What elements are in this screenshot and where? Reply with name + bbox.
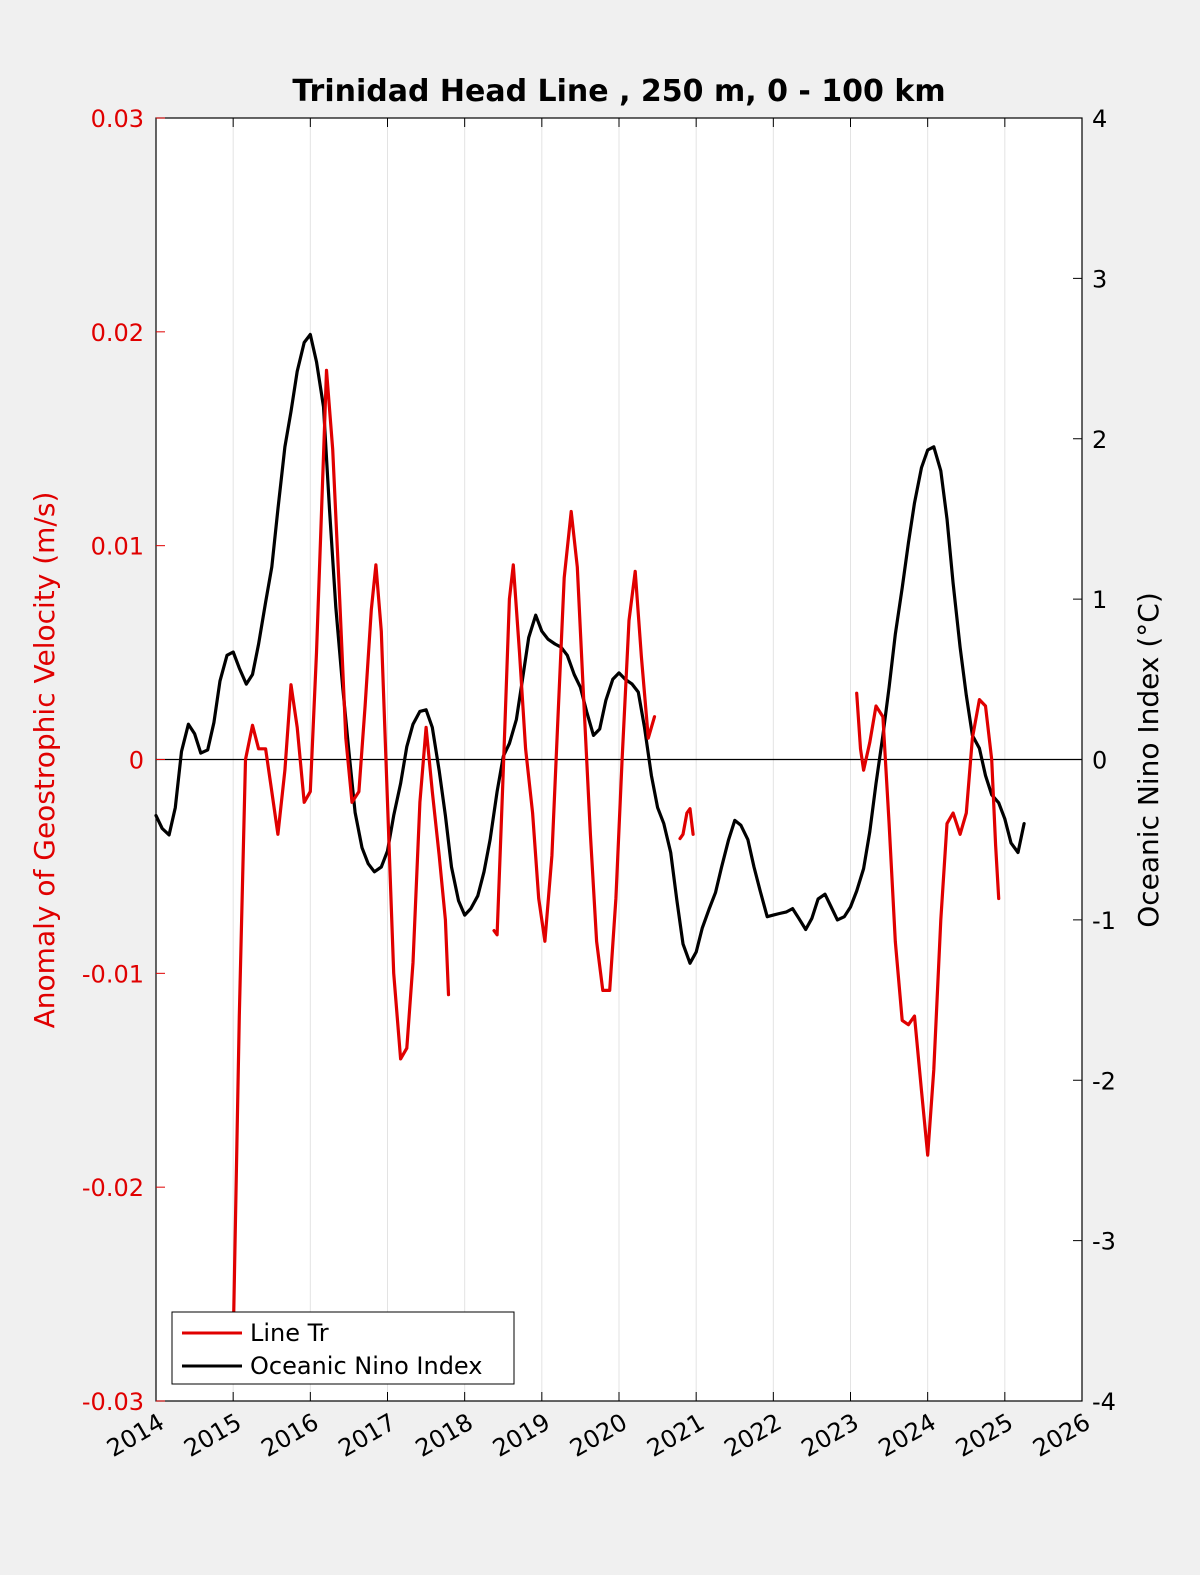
x-tick-label: 2026: [1028, 1408, 1095, 1463]
x-tick-label: 2023: [797, 1408, 864, 1463]
legend-box: [171, 1311, 515, 1385]
y-axis-right-label: Oceanic Nino Index (°C): [1132, 592, 1165, 928]
y-left-tick-label: -0.01: [82, 960, 144, 988]
y-left-tick-label: 0.03: [91, 105, 144, 133]
series-line-line-tr-segment-3: [855, 691, 1001, 1157]
legend-label-line-tr: Line Tr: [250, 1319, 329, 1347]
y-right-tick-label: 2: [1092, 426, 1107, 454]
y-right-tick-label: 4: [1092, 105, 1107, 133]
x-tick-label: 2022: [719, 1408, 786, 1463]
y-left-tick-label: 0: [129, 747, 144, 775]
y-right-tick-label: -2: [1092, 1067, 1116, 1095]
y-right-tick-label: -4: [1092, 1388, 1116, 1416]
x-tick-label: 2020: [565, 1408, 632, 1463]
y-right-tick-label: 0: [1092, 747, 1107, 775]
y-left-tick-label: -0.02: [82, 1174, 144, 1202]
x-tick-label: 2018: [411, 1408, 478, 1463]
legend: Line Tr Oceanic Nino Index: [171, 1311, 515, 1385]
x-tick-label: 2014: [102, 1408, 169, 1463]
y-left-tick-label: 0.02: [91, 319, 144, 347]
y-right-tick-label: -1: [1092, 907, 1116, 935]
series-line-line-tr-segment-1: [492, 509, 657, 993]
x-tick-label: 2025: [951, 1408, 1018, 1463]
chart-title: Trinidad Head Line , 250 m, 0 - 100 km: [292, 74, 945, 109]
x-tick-label: 2015: [179, 1408, 246, 1463]
x-tick-label: 2019: [488, 1408, 555, 1463]
y-right-tick-label: -3: [1092, 1228, 1116, 1256]
series-line-line-tr-segment-2: [678, 807, 695, 841]
y-right-tick-label: 1: [1092, 586, 1107, 614]
x-tick-label: 2021: [642, 1408, 709, 1463]
y-axis-left-label: Anomaly of Geostrophic Velocity (m/s): [28, 492, 61, 1029]
series-line-line-tr-segment-0: [231, 368, 451, 1343]
x-tick-label: 2017: [334, 1408, 401, 1463]
y-left-tick-label: -0.03: [82, 1388, 144, 1416]
series-layer: [154, 332, 1026, 1343]
series-line-oceanic-nino-index-segment-0: [154, 332, 1026, 965]
x-tick-label: 2024: [874, 1408, 941, 1463]
legend-label-oni: Oceanic Nino Index: [250, 1352, 482, 1380]
x-tick-label: 2016: [256, 1408, 323, 1463]
y-right-tick-label: 3: [1092, 265, 1107, 293]
y-left-tick-label: 0.01: [91, 533, 144, 561]
